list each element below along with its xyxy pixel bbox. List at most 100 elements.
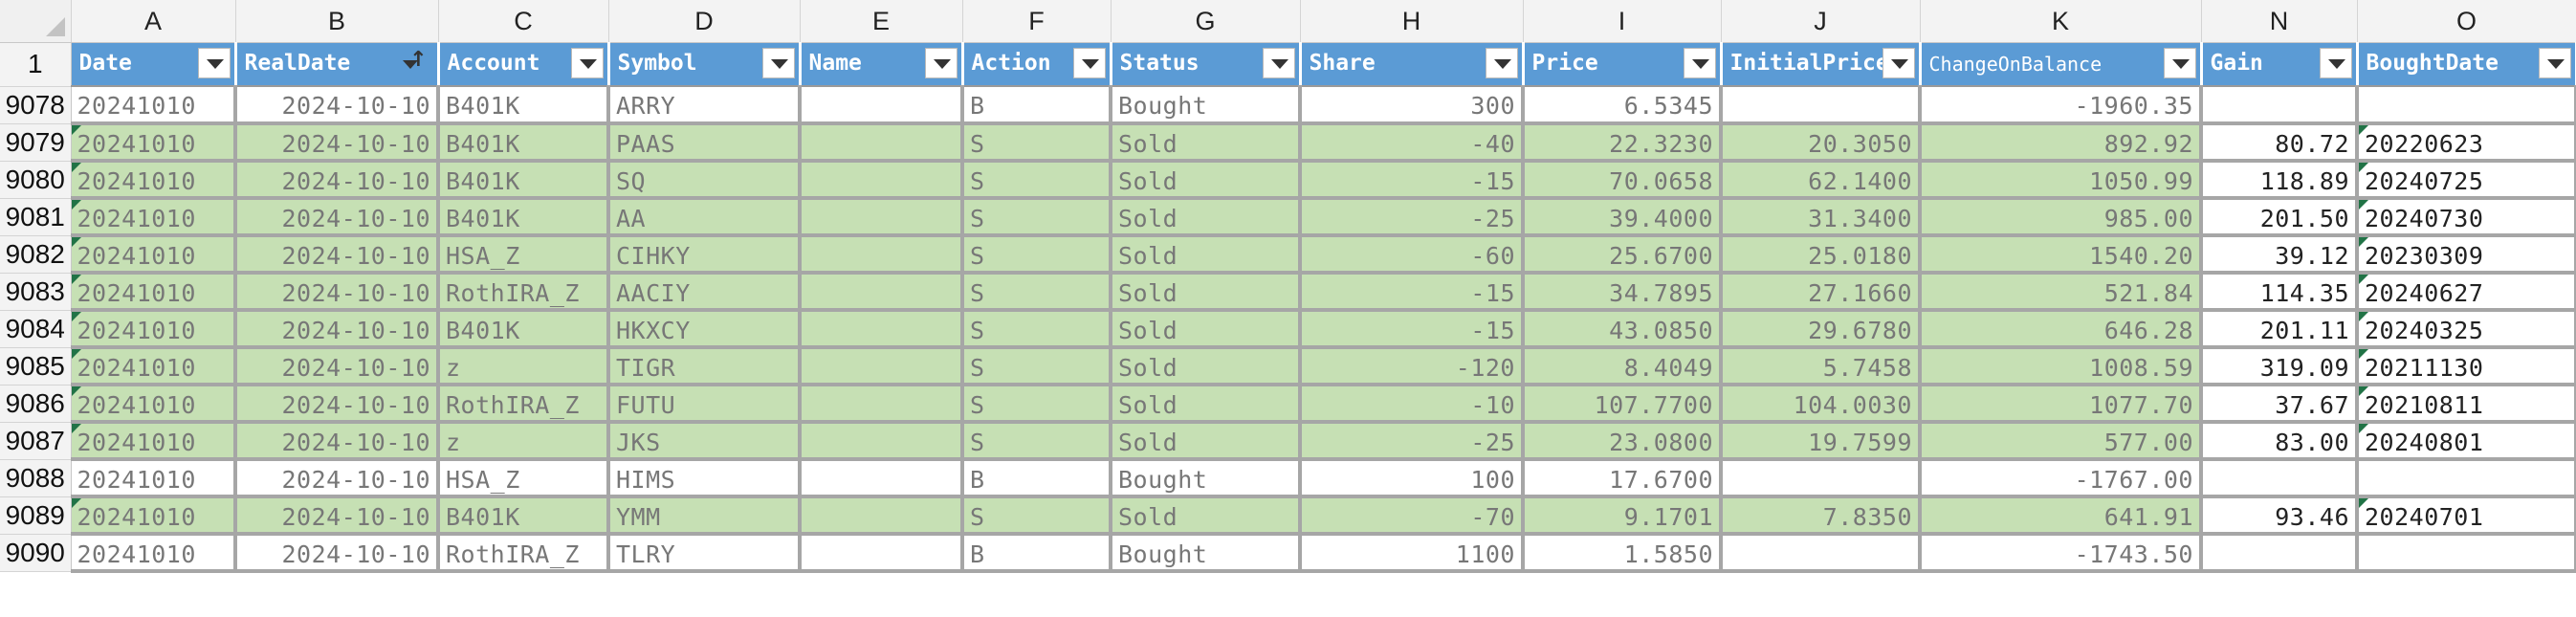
cell-gain[interactable] bbox=[2201, 86, 2359, 125]
cell-boughtdate[interactable]: 20240725 bbox=[2357, 161, 2576, 200]
cell-initialprice[interactable]: 5.7458 bbox=[1721, 347, 1922, 386]
cell-action[interactable]: S bbox=[962, 310, 1112, 349]
cell-account[interactable]: HSA_Z bbox=[438, 459, 610, 498]
cell-date[interactable]: 20241010 bbox=[71, 459, 237, 498]
cell-symbol[interactable]: JKS bbox=[608, 422, 802, 461]
cell-price[interactable]: 23.0800 bbox=[1523, 422, 1723, 461]
cell-changeonbalance[interactable]: 577.00 bbox=[1920, 422, 2203, 461]
cell-name[interactable] bbox=[800, 496, 964, 536]
header-cell-initialprice[interactable]: InitialPrice bbox=[1721, 42, 1922, 87]
cell-price[interactable]: 43.0850 bbox=[1523, 310, 1723, 349]
cell-date[interactable]: 20241010 bbox=[71, 161, 237, 200]
cell-price[interactable]: 70.0658 bbox=[1523, 161, 1723, 200]
cell-initialprice[interactable]: 19.7599 bbox=[1721, 422, 1922, 461]
column-letter[interactable]: A bbox=[71, 0, 236, 43]
filter-dropdown-button[interactable] bbox=[1882, 48, 1915, 78]
cell-status[interactable]: Sold bbox=[1111, 161, 1302, 200]
row-number[interactable]: 1 bbox=[0, 42, 72, 87]
cell-gain[interactable] bbox=[2201, 534, 2359, 573]
cell-changeonbalance[interactable]: 1008.59 bbox=[1920, 347, 2203, 386]
filter-dropdown-button[interactable] bbox=[1262, 48, 1295, 78]
cell-account[interactable]: B401K bbox=[438, 496, 610, 536]
cell-date[interactable]: 20241010 bbox=[71, 123, 237, 163]
cell-status[interactable]: Sold bbox=[1111, 235, 1302, 275]
column-letter[interactable]: O bbox=[2357, 0, 2576, 43]
cell-changeonbalance[interactable]: 1077.70 bbox=[1920, 385, 2203, 424]
cell-realdate[interactable]: 2024-10-10 bbox=[235, 86, 440, 125]
cell-gain[interactable]: 118.89 bbox=[2201, 161, 2359, 200]
cell-date[interactable]: 20241010 bbox=[71, 86, 237, 125]
cell-status[interactable]: Sold bbox=[1111, 347, 1302, 386]
cell-changeonbalance[interactable]: 521.84 bbox=[1920, 273, 2203, 312]
header-cell-gain[interactable]: Gain bbox=[2201, 42, 2359, 87]
cell-realdate[interactable]: 2024-10-10 bbox=[235, 198, 440, 237]
cell-name[interactable] bbox=[800, 273, 964, 312]
cell-gain[interactable]: 93.46 bbox=[2201, 496, 2359, 536]
cell-initialprice[interactable]: 25.0180 bbox=[1721, 235, 1922, 275]
cell-realdate[interactable]: 2024-10-10 bbox=[235, 459, 440, 498]
cell-boughtdate[interactable]: 20211130 bbox=[2357, 347, 2576, 386]
cell-account[interactable]: HSA_Z bbox=[438, 235, 610, 275]
cell-price[interactable]: 107.7700 bbox=[1523, 385, 1723, 424]
cell-date[interactable]: 20241010 bbox=[71, 310, 237, 349]
cell-status[interactable]: Bought bbox=[1111, 459, 1302, 498]
cell-share[interactable]: -15 bbox=[1300, 310, 1525, 349]
cell-gain[interactable]: 201.11 bbox=[2201, 310, 2359, 349]
row-number[interactable]: 9082 bbox=[0, 235, 72, 274]
cell-boughtdate[interactable] bbox=[2357, 86, 2576, 125]
cell-changeonbalance[interactable]: 892.92 bbox=[1920, 123, 2203, 163]
row-number[interactable]: 9088 bbox=[0, 459, 72, 497]
cell-gain[interactable]: 201.50 bbox=[2201, 198, 2359, 237]
cell-share[interactable]: -70 bbox=[1300, 496, 1525, 536]
cell-price[interactable]: 25.6700 bbox=[1523, 235, 1723, 275]
column-letter[interactable]: D bbox=[608, 0, 801, 43]
cell-initialprice[interactable]: 27.1660 bbox=[1721, 273, 1922, 312]
header-cell-realdate[interactable]: RealDate ↑ bbox=[235, 42, 440, 87]
filter-dropdown-button[interactable] bbox=[2319, 48, 2352, 78]
filter-dropdown-button[interactable] bbox=[2163, 48, 2196, 78]
cell-date[interactable]: 20241010 bbox=[71, 198, 237, 237]
sort-filter-button[interactable]: ↑ bbox=[401, 48, 433, 78]
cell-account[interactable]: z bbox=[438, 347, 610, 386]
header-cell-changeonbalance[interactable]: ChangeOnBalance bbox=[1920, 42, 2203, 87]
cell-status[interactable]: Sold bbox=[1111, 198, 1302, 237]
cell-account[interactable]: B401K bbox=[438, 86, 610, 125]
cell-date[interactable]: 20241010 bbox=[71, 385, 237, 424]
cell-realdate[interactable]: 2024-10-10 bbox=[235, 235, 440, 275]
cell-name[interactable] bbox=[800, 123, 964, 163]
cell-status[interactable]: Bought bbox=[1111, 86, 1302, 125]
cell-date[interactable]: 20241010 bbox=[71, 422, 237, 461]
cell-realdate[interactable]: 2024-10-10 bbox=[235, 422, 440, 461]
cell-initialprice[interactable]: 29.6780 bbox=[1721, 310, 1922, 349]
header-cell-symbol[interactable]: Symbol bbox=[608, 42, 802, 87]
cell-symbol[interactable]: TIGR bbox=[608, 347, 802, 386]
cell-boughtdate[interactable]: 20240627 bbox=[2357, 273, 2576, 312]
cell-boughtdate[interactable]: 20240801 bbox=[2357, 422, 2576, 461]
cell-initialprice[interactable]: 31.3400 bbox=[1721, 198, 1922, 237]
cell-account[interactable]: RothIRA_Z bbox=[438, 385, 610, 424]
cell-name[interactable] bbox=[800, 198, 964, 237]
cell-name[interactable] bbox=[800, 161, 964, 200]
cell-action[interactable]: S bbox=[962, 347, 1112, 386]
cell-changeonbalance[interactable]: 1540.20 bbox=[1920, 235, 2203, 275]
cell-price[interactable]: 8.4049 bbox=[1523, 347, 1723, 386]
cell-symbol[interactable]: AACIY bbox=[608, 273, 802, 312]
cell-realdate[interactable]: 2024-10-10 bbox=[235, 161, 440, 200]
cell-account[interactable]: z bbox=[438, 422, 610, 461]
column-letter[interactable]: B bbox=[235, 0, 439, 43]
column-letter[interactable]: C bbox=[438, 0, 609, 43]
cell-action[interactable]: B bbox=[962, 86, 1112, 125]
header-cell-boughtdate[interactable]: BoughtDate bbox=[2357, 42, 2576, 87]
row-number[interactable]: 9089 bbox=[0, 496, 72, 535]
cell-boughtdate[interactable]: 20240325 bbox=[2357, 310, 2576, 349]
select-all-corner[interactable] bbox=[0, 0, 72, 43]
cell-changeonbalance[interactable]: -1767.00 bbox=[1920, 459, 2203, 498]
cell-action[interactable]: B bbox=[962, 459, 1112, 498]
cell-action[interactable]: B bbox=[962, 534, 1112, 573]
row-number[interactable]: 9087 bbox=[0, 422, 72, 460]
cell-boughtdate[interactable]: 20220623 bbox=[2357, 123, 2576, 163]
cell-status[interactable]: Sold bbox=[1111, 123, 1302, 163]
cell-share[interactable]: -10 bbox=[1300, 385, 1525, 424]
cell-gain[interactable]: 37.67 bbox=[2201, 385, 2359, 424]
cell-status[interactable]: Sold bbox=[1111, 422, 1302, 461]
